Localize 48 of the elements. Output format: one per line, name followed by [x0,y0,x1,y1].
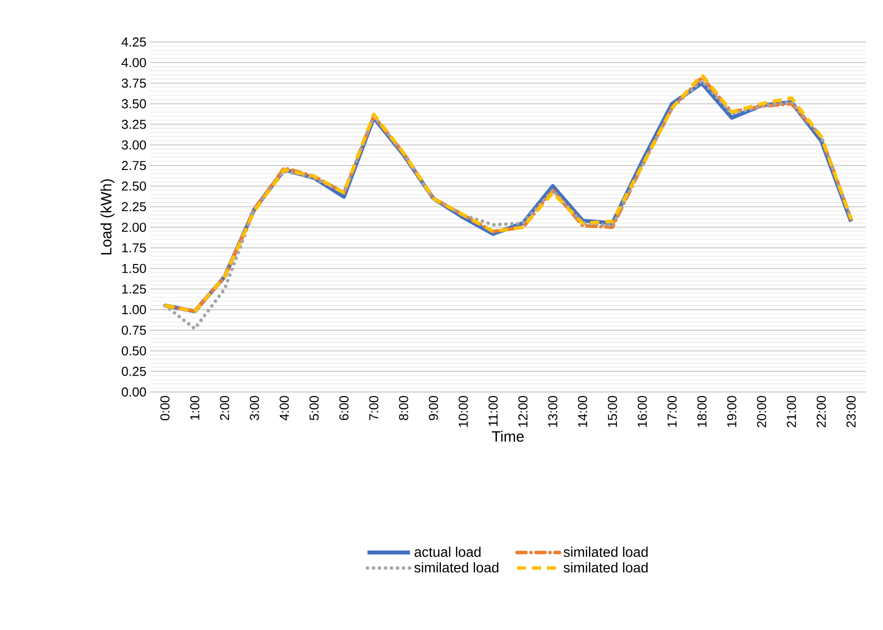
x-tick-label: 11:00 [488,396,498,426]
y-tick-label: 1.25 [122,284,146,294]
x-tick-label: 12:00 [518,396,528,427]
y-tick-label: 1.00 [122,305,146,314]
x-tick-label: 20:00 [757,396,766,428]
y-tick-label: 0.50 [122,346,146,356]
x-tick-label: 1:00 [190,396,200,420]
x-tick-label: 19:00 [727,396,736,427]
x-tick-label: 6:00 [339,396,349,420]
y-tick-label: 2.75 [122,160,146,170]
x-tick-label: 4:00 [280,396,289,420]
y-tick-label: 2.00 [122,222,146,232]
x-tick-label: 8:00 [399,396,408,420]
x-tick-label: 14:00 [578,396,588,427]
y-tick-label: 0.25 [122,366,146,376]
x-tick-label: 15:00 [608,396,618,427]
x-tick-label: 13:00 [548,396,558,427]
x-tick-label: 9:00 [428,396,438,420]
y-tick-label: 0.75 [122,326,146,335]
x-tick-label: 7:00 [369,396,378,420]
legend-label: actual load [414,546,481,557]
y-tick-label: 3.75 [122,78,146,88]
x-axis-title: Time [492,430,524,442]
x-tick-label: 21:00 [786,396,796,428]
x-tick-label: 2:00 [220,396,230,420]
x-tick-label: 23:00 [846,396,856,428]
legend-label: similated load [564,546,648,557]
y-axis-title: Load (kWh) [100,179,114,254]
x-tick-label: 18:00 [697,396,707,427]
x-tick-label: 22:00 [816,396,826,428]
x-tick-label: 3:00 [250,396,260,420]
x-tick-label: 17:00 [668,396,677,427]
x-tick-label: 5:00 [310,396,319,420]
y-tick-label: 2.25 [122,202,146,212]
y-tick-label: 1.75 [122,243,146,252]
y-tick-label: 0.00 [122,387,146,397]
y-tick-label: 3.00 [122,140,146,150]
y-tick-label: 4.25 [122,37,146,47]
y-tick-label: 3.50 [122,99,146,108]
legend-label: similated load [414,562,498,572]
y-tick-label: 4.00 [122,58,146,68]
x-tick-label: 0:00 [160,396,170,420]
y-tick-label: 3.25 [122,120,146,129]
y-tick-label: 1.50 [122,264,146,274]
y-tick-label: 2.50 [122,182,146,191]
x-tick-label: 16:00 [638,396,647,427]
legend-label: similated load [564,562,648,572]
x-tick-label: 10:00 [458,396,468,427]
